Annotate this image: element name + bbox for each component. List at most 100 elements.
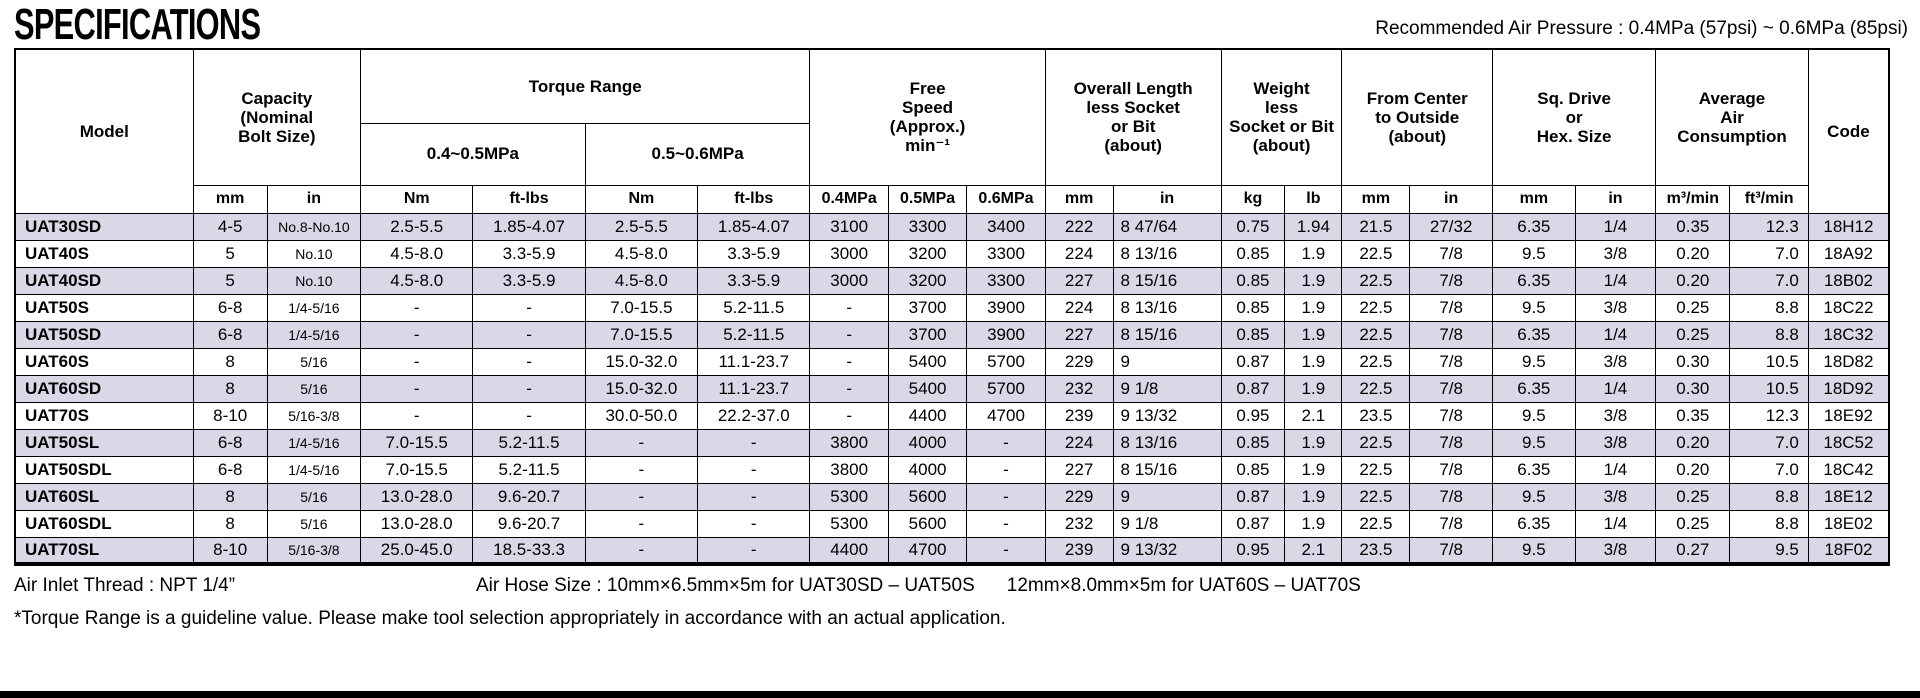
- value-cell: -: [809, 347, 889, 376]
- spec-row-UAT50SDL: UAT50SDL 6-8 1/4-5/16 7.0-15.5 5.2-11.5- -380…: [14, 455, 1890, 484]
- value-cell: 3800: [809, 455, 889, 484]
- model-cell: UAT70S: [14, 401, 194, 430]
- value-cell: 0.85: [1220, 428, 1286, 457]
- value-cell: 5300: [809, 482, 889, 511]
- value-cell: 7/8: [1409, 509, 1493, 538]
- header-row-2: 0.4~0.5MPa 0.5~0.6MPa: [15, 122, 1889, 186]
- air-hose-size-note-2: 12mm×8.0mm×5m for UAT60S – UAT70S: [1006, 575, 1361, 596]
- value-cell: 1.9: [1284, 374, 1343, 403]
- specifications-page: SPECIFICATIONS Recommended Air Pressure …: [14, 0, 1908, 629]
- spec-row-UAT60SL: UAT60SL 8 5/16 13.0-28.0 9.6-20.7- -5300 5600-…: [14, 482, 1890, 511]
- value-cell: 6.35: [1492, 212, 1576, 241]
- page-title: SPECIFICATIONS: [14, 0, 261, 49]
- unit-center-in: in: [1409, 184, 1493, 214]
- value-cell: -: [697, 482, 811, 511]
- value-cell: 3700: [887, 293, 968, 322]
- value-cell: 4700: [887, 536, 968, 565]
- value-cell: 18H12: [1807, 212, 1890, 241]
- value-cell: 1/4: [1574, 266, 1657, 295]
- value-cell: 6.35: [1492, 455, 1576, 484]
- value-cell: -: [966, 482, 1046, 511]
- value-cell: 0.20: [1655, 239, 1731, 268]
- col-header-torque-04-05mpa: 0.4~0.5MPa: [360, 122, 586, 186]
- model-cell: UAT60SL: [14, 482, 194, 511]
- value-cell: 4000: [887, 455, 968, 484]
- value-cell: 1/4: [1574, 374, 1657, 403]
- value-cell: 0.85: [1220, 266, 1286, 295]
- value-cell: 0.35: [1655, 212, 1731, 241]
- col-header-free-speed: Free Speed (Approx.) min⁻¹: [809, 48, 1046, 186]
- spec-row-UAT60SDL: UAT60SDL 8 5/16 13.0-28.0 9.6-20.7- -5300 5600…: [14, 509, 1890, 538]
- value-cell: 6-8: [192, 320, 268, 349]
- value-cell: 1/4-5/16: [266, 320, 362, 349]
- value-cell: 9.5: [1729, 536, 1809, 565]
- value-cell: 0.25: [1655, 320, 1731, 349]
- unit-capacity-mm: mm: [192, 184, 268, 214]
- value-cell: 5700: [966, 347, 1046, 376]
- value-cell: 3000: [809, 266, 889, 295]
- value-cell: 9.6-20.7: [472, 482, 586, 511]
- value-cell: 0.85: [1220, 455, 1286, 484]
- value-cell: 3/8: [1574, 428, 1657, 457]
- col-header-overall-length: Overall Length less Socket or Bit (about…: [1044, 48, 1222, 186]
- value-cell: 1/4: [1574, 455, 1657, 484]
- model-cell: UAT40S: [14, 239, 194, 268]
- value-cell: 18D82: [1807, 347, 1890, 376]
- page-header: SPECIFICATIONS Recommended Air Pressure …: [14, 0, 1908, 49]
- value-cell: 3700: [887, 320, 968, 349]
- value-cell: 9.6-20.7: [472, 509, 586, 538]
- value-cell: 4000: [887, 428, 968, 457]
- value-cell: 1/4: [1574, 212, 1657, 241]
- value-cell: 18D92: [1807, 374, 1890, 403]
- value-cell: 3900: [966, 320, 1046, 349]
- value-cell: 21.5: [1341, 212, 1411, 241]
- value-cell: 4400: [809, 536, 889, 565]
- recommended-air-pressure-note: Recommended Air Pressure : 0.4MPa (57psi…: [1375, 18, 1908, 39]
- value-cell: -: [697, 536, 811, 565]
- value-cell: 18E92: [1807, 401, 1890, 430]
- value-cell: 1.9: [1284, 320, 1343, 349]
- value-cell: 8 15/16: [1112, 266, 1222, 295]
- value-cell: -: [966, 509, 1046, 538]
- value-cell: -: [584, 482, 699, 511]
- air-hose-size-note-1: Air Hose Size : 10mm×6.5mm×5m for UAT30S…: [476, 575, 975, 596]
- value-cell: 5: [192, 266, 268, 295]
- value-cell: 18C42: [1807, 455, 1890, 484]
- value-cell: 5/16-3/8: [266, 536, 362, 565]
- spec-row-UAT70S: UAT70S 8-10 5/16-3/8- -30.0-50.0 22.2-37.0-4…: [14, 401, 1890, 430]
- value-cell: 13.0-28.0: [360, 482, 474, 511]
- value-cell: 0.87: [1220, 347, 1286, 376]
- value-cell: 5.2-11.5: [472, 455, 586, 484]
- value-cell: 1.9: [1284, 266, 1343, 295]
- value-cell: 22.5: [1341, 428, 1411, 457]
- value-cell: 7/8: [1409, 482, 1493, 511]
- value-cell: 8.8: [1729, 482, 1809, 511]
- unit-torque2-ftlbs: ft-lbs: [697, 184, 811, 214]
- value-cell: 8 15/16: [1112, 320, 1222, 349]
- value-cell: 2.1: [1284, 401, 1343, 430]
- value-cell: 15.0-32.0: [584, 374, 699, 403]
- value-cell: 2.5-5.5: [360, 212, 474, 241]
- value-cell: -: [809, 374, 889, 403]
- value-cell: 3.3-5.9: [697, 239, 811, 268]
- value-cell: 0.87: [1220, 482, 1286, 511]
- value-cell: -: [360, 347, 474, 376]
- value-cell: No.10: [266, 239, 362, 268]
- value-cell: 25.0-45.0: [360, 536, 474, 565]
- value-cell: 1.9: [1284, 509, 1343, 538]
- footnote-line-1: Air Inlet Thread : NPT 1/4” Air Hose Siz…: [14, 575, 1908, 597]
- value-cell: 3.3-5.9: [472, 239, 586, 268]
- value-cell: 30.0-50.0: [584, 401, 699, 430]
- spec-row-UAT50S: UAT50S 6-8 1/4-5/16- -7.0-15.5 5.2-11.5-3700…: [14, 293, 1890, 322]
- value-cell: -: [472, 374, 586, 403]
- model-cell: UAT50S: [14, 293, 194, 322]
- value-cell: 7/8: [1409, 347, 1493, 376]
- value-cell: -: [472, 347, 586, 376]
- unit-speed-05mpa: 0.5MPa: [887, 184, 968, 214]
- spec-row-UAT50SD: UAT50SD 6-8 1/4-5/16- -7.0-15.5 5.2-11.5-370…: [14, 320, 1890, 349]
- col-header-sq-drive: Sq. Drive or Hex. Size: [1491, 48, 1657, 186]
- spec-row-UAT70SL: UAT70SL 8-10 5/16-3/8 25.0-45.0 18.5-33.3- -4…: [14, 536, 1890, 565]
- value-cell: 6-8: [192, 293, 268, 322]
- col-header-code: Code: [1807, 48, 1890, 214]
- spec-row-UAT60S: UAT60S 8 5/16- -15.0-32.0 11.1-23.7-5400 5700…: [14, 347, 1890, 376]
